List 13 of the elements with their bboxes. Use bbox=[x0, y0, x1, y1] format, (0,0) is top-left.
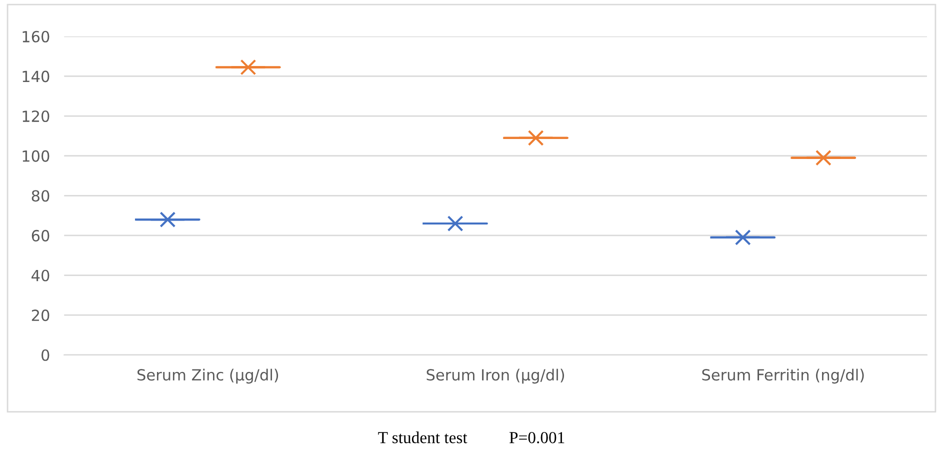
y-tick-label: 80 bbox=[32, 190, 50, 202]
text: T student test P=0.001 bbox=[378, 432, 564, 444]
y-tick-label: 140 bbox=[22, 70, 50, 82]
x-tick-label: Serum Iron (µg/dl) bbox=[426, 368, 564, 384]
y-tick-label: 60 bbox=[32, 230, 50, 242]
y-tick-label: 120 bbox=[22, 110, 50, 122]
x-tick-label: Serum Zinc (µg/dl) bbox=[138, 368, 278, 384]
y-tick-label: 40 bbox=[32, 270, 50, 282]
x-tick-label: Serum Ferritin (ng/dl) bbox=[702, 368, 864, 384]
y-tick-label: 20 bbox=[32, 310, 50, 322]
y-tick-label: 0 bbox=[42, 349, 50, 361]
y-tick-label: 160 bbox=[22, 30, 50, 42]
y-tick-label: 100 bbox=[22, 150, 50, 162]
